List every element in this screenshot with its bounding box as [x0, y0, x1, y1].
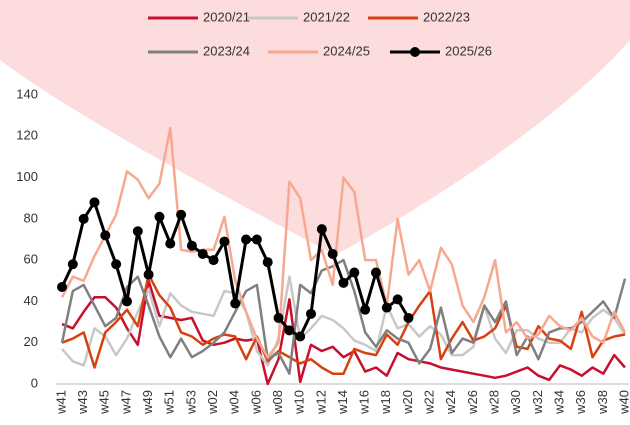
point [154, 212, 164, 222]
x-tick-label: w04 [227, 390, 242, 415]
x-tick-label: w43 [75, 390, 90, 415]
page: 0 20 40 60 80 100 120 140 w41 w43 w45 w47 w49 w51 w53 w… [0, 0, 630, 425]
x-tick-label: w02 [205, 390, 220, 415]
point [295, 332, 305, 342]
point [241, 235, 251, 245]
watermark [0, 0, 630, 255]
point [274, 313, 284, 323]
legend-label: 2023/24 [203, 43, 250, 58]
x-tick-label: w06 [248, 390, 263, 415]
point [144, 270, 154, 280]
y-tick-label: 60 [24, 252, 38, 267]
y-tick-label: 40 [24, 293, 38, 308]
point [57, 282, 67, 292]
x-tick-label: w10 [292, 390, 307, 415]
point [403, 313, 413, 323]
x-tick-label: w28 [487, 390, 502, 415]
x-tick-label: w18 [378, 390, 393, 415]
point [122, 296, 132, 306]
point [79, 214, 89, 224]
legend-marker [410, 47, 420, 57]
point [263, 257, 273, 267]
x-tick-label: w14 [335, 390, 350, 415]
point [176, 210, 186, 220]
point [209, 255, 219, 265]
x-tick-label: w38 [595, 390, 610, 415]
x-tick-label: w24 [443, 390, 458, 415]
legend-label: 2020/21 [203, 9, 250, 24]
x-tick-label: w40 [616, 390, 630, 415]
x-tick-label: w12 [313, 390, 328, 415]
point [360, 305, 370, 315]
series-line [62, 275, 625, 374]
point [252, 235, 262, 245]
x-tick-label: w26 [465, 390, 480, 415]
point [393, 294, 403, 304]
legend-label: 2025/26 [445, 43, 492, 58]
x-tick-label: w08 [270, 390, 285, 415]
x-tick-label: w45 [97, 390, 112, 415]
x-tick-label: w41 [53, 390, 68, 415]
point [111, 259, 121, 269]
y-tick-label: 0 [31, 375, 38, 390]
y-tick-label: 140 [16, 86, 38, 101]
point [371, 268, 381, 278]
x-tick-label: w34 [551, 390, 566, 415]
x-tick-label: w47 [118, 390, 133, 415]
point [306, 309, 316, 319]
legend-label: 2021/22 [303, 9, 350, 24]
point [339, 278, 349, 288]
point [198, 249, 208, 259]
point [230, 298, 240, 308]
x-tick-label: w32 [530, 390, 545, 415]
x-tick-label: w51 [162, 390, 177, 415]
point [100, 230, 110, 240]
y-tick-label: 20 [24, 334, 38, 349]
point [328, 249, 338, 259]
y-tick-label: 120 [16, 128, 38, 143]
x-tick-label: w30 [508, 390, 523, 415]
point [349, 268, 359, 278]
y-tick-label: 100 [16, 169, 38, 184]
x-tick-label: w16 [357, 390, 372, 415]
x-tick-label: w20 [400, 390, 415, 415]
x-tick-label: w22 [422, 390, 437, 415]
x-tick-label: w36 [573, 390, 588, 415]
chart: 0 20 40 60 80 100 120 140 w41 w43 w45 w47 w49 w51 w53 w… [0, 0, 630, 425]
point [68, 259, 78, 269]
point [317, 224, 327, 234]
x-tick-label: w49 [140, 390, 155, 415]
y-tick-label: 80 [24, 210, 38, 225]
point [89, 197, 99, 207]
point [382, 303, 392, 313]
legend-label: 2024/25 [323, 43, 370, 58]
x-tick-label: w53 [183, 390, 198, 415]
point [284, 325, 294, 335]
point [165, 239, 175, 249]
point [219, 237, 229, 247]
point [187, 241, 197, 251]
point [133, 226, 143, 236]
legend-label: 2022/23 [423, 9, 470, 24]
